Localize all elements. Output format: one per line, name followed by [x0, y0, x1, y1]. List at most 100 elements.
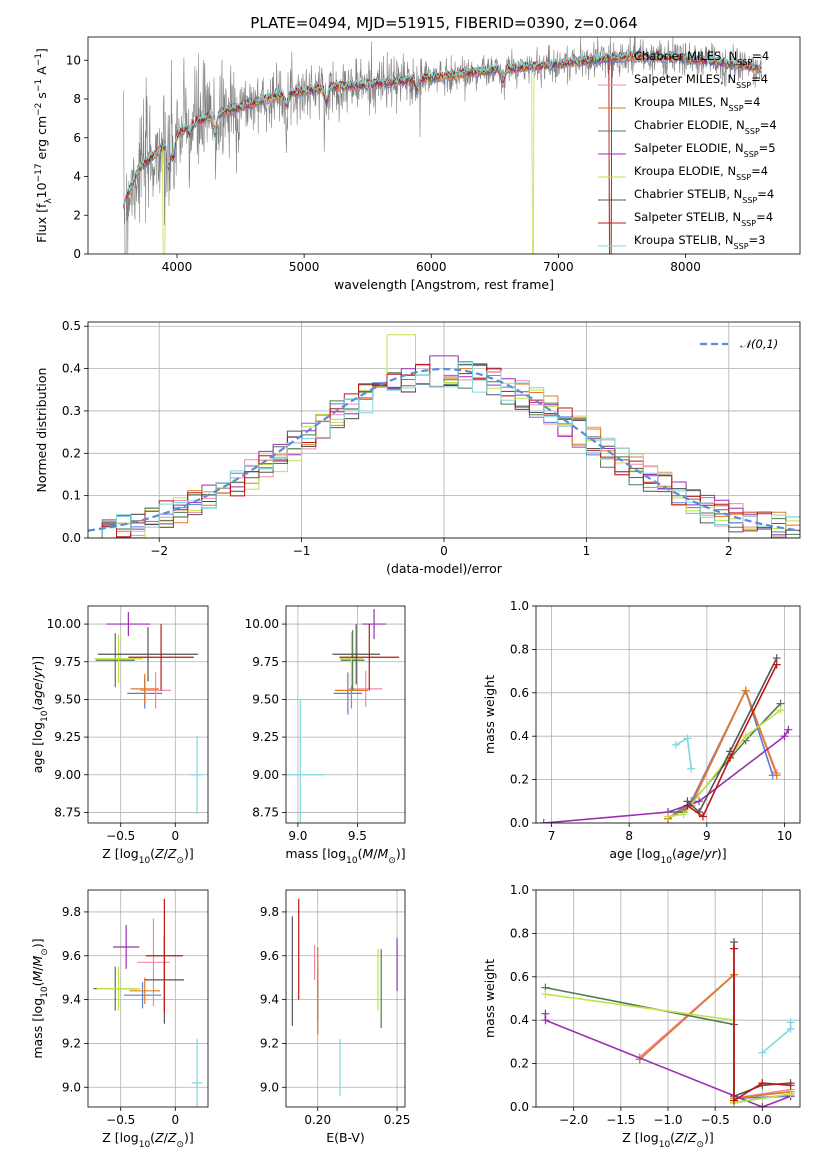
- plot-content: [94, 612, 204, 814]
- x-tick-label: 0.25: [384, 1113, 411, 1127]
- plot-content: [123, 37, 762, 254]
- label-part: mass weight: [482, 675, 497, 754]
- legend-text: Chabrier ELODIE, N: [634, 118, 745, 132]
- y-tick-label: 0.6: [510, 686, 529, 700]
- label-part: ⊙: [40, 948, 50, 956]
- panel-spectrum: 4000 5000 6000 7000 8000 0 2 4 6 8 10 wavelength [A…: [34, 36, 801, 292]
- legend-label: Chabrier MILES, NSSP=4: [634, 49, 769, 67]
- weight-marker: [772, 771, 781, 780]
- label-part: ⊙: [176, 1140, 184, 1150]
- legend-text: Kroupa STELIB, N: [634, 233, 734, 247]
- weight-marker: [780, 732, 789, 741]
- y-tick-label: 2: [73, 208, 81, 222]
- y-axis-label: mass weight: [482, 959, 497, 1038]
- y-tick-label: 9.0: [62, 1080, 81, 1094]
- weight-marker: [786, 1018, 795, 1027]
- y-tick-label: 9.75: [252, 655, 279, 669]
- x-tick-label: −2.0: [559, 1113, 588, 1127]
- label-part: /: [30, 966, 45, 971]
- y-tick-label: 8.75: [54, 805, 81, 819]
- legend-subscript: SSP: [736, 81, 751, 90]
- label-part: −1: [34, 53, 44, 66]
- legend-text: =4: [751, 164, 768, 178]
- weight-marker: [741, 686, 750, 695]
- weight-marker: [683, 734, 692, 743]
- figure-title: PLATE=0494, MJD=51915, FIBERID=0390, z=0…: [250, 14, 637, 32]
- weight-series-line: [543, 729, 790, 823]
- panel-residuals: −2 −1 0 1 2 0.0 0.1 0.2 0.3 0.4 0.5 (data-model)/er…: [34, 319, 801, 576]
- label-part: Z: [687, 1130, 697, 1145]
- y-axis-label: mass [log10(M/M⊙)]: [30, 938, 50, 1058]
- label-part: 10: [659, 1140, 671, 1150]
- label-part: E(B-V): [326, 1130, 365, 1145]
- weight-marker: [784, 725, 793, 734]
- y-tick-label: 0.0: [62, 531, 81, 545]
- x-tick-label: 0.0: [753, 1113, 772, 1127]
- legend-text: =4: [756, 210, 773, 224]
- legend-subscript: SSP: [744, 150, 759, 159]
- spectrum-model-line: [123, 51, 762, 206]
- x-tick-label: −0.5: [106, 1113, 135, 1127]
- legend-subscript: SSP: [734, 242, 749, 251]
- weight-marker: [726, 753, 735, 762]
- label-part: M: [30, 955, 45, 966]
- label-part: Normed distribution: [34, 368, 49, 493]
- x-tick-label: −1.0: [653, 1113, 682, 1127]
- legend-subscript: SSP: [742, 196, 757, 205]
- y-tick-label: 0.1: [62, 489, 81, 503]
- legend-text: Chabrier STELIB, N: [634, 187, 742, 201]
- legend-label: Kroupa MILES, NSSP=4: [634, 95, 760, 113]
- y-axis-label: Flux [fλ10−17 erg cm−2 s−1 A−1]: [34, 48, 54, 243]
- plot-content: [541, 938, 795, 1107]
- y-tick-label: 9.8: [260, 905, 279, 919]
- y-tick-label: 9.25: [54, 730, 81, 744]
- weight-marker: [776, 706, 785, 715]
- label-part: λ: [44, 198, 54, 204]
- label-part: /: [700, 846, 705, 861]
- histogram-step: [88, 355, 800, 538]
- y-tick-label: 0: [73, 247, 81, 261]
- label-part: Z: [154, 1130, 164, 1145]
- label-part: /: [30, 677, 45, 682]
- y-tick-label: 6: [73, 131, 81, 145]
- x-tick-label: 6000: [416, 260, 447, 274]
- weight-series-line: [686, 664, 778, 818]
- y-tick-label: 1.0: [510, 599, 529, 613]
- label-part: 10: [34, 182, 49, 198]
- weight-marker: [695, 797, 704, 806]
- x-tick-label: −0.5: [701, 1113, 730, 1127]
- y-axis-label: Normed distribution: [34, 368, 49, 493]
- x-axis-label: Z [log10(Z/Z⊙)]: [622, 1130, 714, 1150]
- y-tick-label: 0.5: [62, 319, 81, 333]
- weight-marker: [741, 732, 750, 741]
- label-part: A: [34, 66, 49, 79]
- weight-marker: [541, 1016, 550, 1025]
- weight-marker: [730, 1096, 738, 1105]
- label-part: −2: [34, 103, 44, 116]
- y-tick-label: 0.6: [510, 970, 529, 984]
- y-tick-label: 4: [73, 170, 81, 184]
- y-tick-label: 9.4: [260, 993, 279, 1007]
- y-tick-label: 10.00: [47, 617, 81, 631]
- legend-label: Chabrier ELODIE, NSSP=4: [634, 118, 777, 136]
- weight-marker: [671, 740, 680, 749]
- weight-marker: [687, 764, 696, 773]
- label-part: 10: [139, 1140, 151, 1150]
- x-tick-label: 9: [703, 829, 711, 843]
- y-tick-label: 9.6: [260, 949, 279, 963]
- legend-text: Salpeter ELODIE, N: [634, 141, 744, 155]
- axes-frame: [87, 889, 209, 1108]
- weight-marker: [772, 660, 781, 669]
- label-part: Z [log: [622, 1130, 658, 1145]
- y-tick-label: 0.4: [510, 729, 529, 743]
- legend-text: =5: [759, 141, 776, 155]
- y-tick-label: 10: [66, 53, 81, 67]
- x-axis-label: mass [log10(M/M⊙)]: [285, 846, 405, 866]
- label-part: Z: [674, 1130, 684, 1145]
- y-tick-label: 0.0: [510, 1100, 529, 1114]
- y-tick-label: 0.3: [62, 404, 81, 418]
- label-part: (: [150, 1130, 155, 1145]
- label-part: )]: [30, 938, 45, 948]
